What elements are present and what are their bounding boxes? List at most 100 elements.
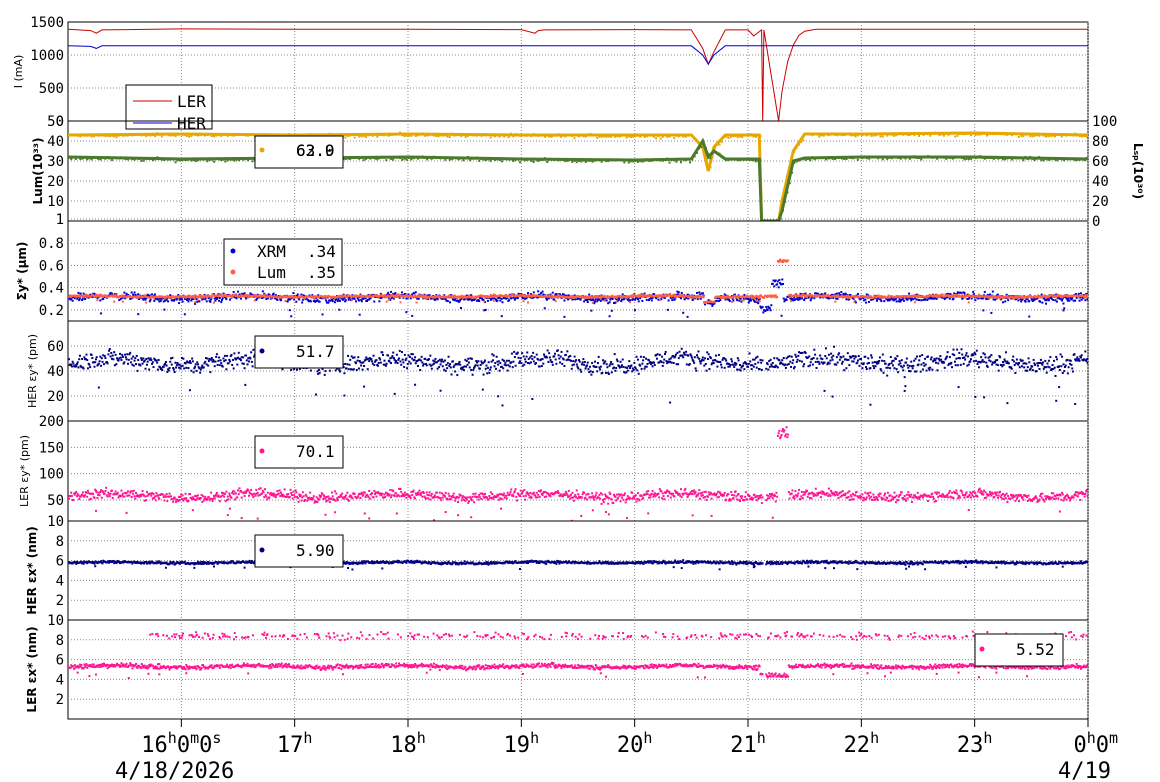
series-point <box>131 158 134 161</box>
series-point <box>496 158 499 161</box>
series-point <box>599 295 602 298</box>
series-point <box>824 355 827 358</box>
series-outlier <box>501 404 504 407</box>
series-point <box>958 156 961 159</box>
series-point <box>250 351 253 354</box>
series-point <box>494 362 497 365</box>
series-point <box>229 355 232 358</box>
series-point <box>70 363 73 366</box>
series-point <box>97 158 100 161</box>
series-point <box>761 359 764 362</box>
series-point <box>517 356 520 359</box>
series-point <box>1017 299 1020 302</box>
series-point <box>306 298 309 301</box>
series-point <box>821 358 824 361</box>
series-point <box>165 298 168 301</box>
series-point <box>693 296 696 299</box>
series-point <box>740 300 743 303</box>
series-point <box>77 156 80 159</box>
series-point <box>292 292 295 295</box>
series-point <box>949 293 952 296</box>
series-point <box>355 156 358 159</box>
series-point <box>406 367 409 370</box>
series-point <box>1058 297 1061 300</box>
series-point <box>494 158 497 161</box>
series-point <box>634 367 637 370</box>
series-outlier <box>608 315 611 318</box>
series-point <box>945 157 948 160</box>
series-point <box>722 357 725 360</box>
series-point <box>865 368 868 371</box>
series-point <box>699 297 702 300</box>
series-point <box>453 364 456 367</box>
series-point <box>715 360 718 363</box>
series-point <box>342 295 345 298</box>
series-point <box>843 293 846 296</box>
series-point <box>408 156 410 159</box>
series-point <box>120 156 123 159</box>
series-point <box>421 155 424 158</box>
series-point <box>920 158 923 161</box>
series-point <box>396 295 399 298</box>
series-point <box>828 362 831 365</box>
series-point <box>192 371 195 374</box>
series-point <box>314 300 317 303</box>
series-point <box>599 368 602 371</box>
series-point <box>356 296 359 299</box>
series-point <box>902 294 905 297</box>
series-point <box>650 133 653 136</box>
series-point <box>584 367 587 370</box>
series-point <box>201 364 204 367</box>
series-point <box>811 363 814 366</box>
series-point <box>209 300 212 303</box>
series-point <box>571 364 574 367</box>
series-point <box>711 155 714 158</box>
series-point <box>816 157 818 160</box>
series-point <box>809 133 812 136</box>
series-point <box>482 298 485 301</box>
series-point <box>924 132 927 135</box>
series-point <box>729 363 732 366</box>
series-point <box>831 358 834 361</box>
series-point <box>778 359 781 362</box>
series-point <box>414 356 417 359</box>
series-outlier <box>543 307 546 310</box>
series-point <box>677 363 680 366</box>
series-point <box>437 135 440 138</box>
series-point <box>609 135 612 138</box>
series-point <box>1066 299 1069 302</box>
series-point <box>735 362 738 365</box>
series-point <box>379 296 382 299</box>
series-outlier <box>253 299 256 302</box>
series-point <box>388 293 391 296</box>
series-point <box>680 161 682 164</box>
series-point <box>437 156 440 159</box>
series-point <box>129 156 132 159</box>
series-point <box>462 159 465 162</box>
series-point <box>86 158 89 161</box>
series-point <box>634 298 637 301</box>
series-point <box>154 135 157 138</box>
legend-marker <box>230 269 236 275</box>
series-point <box>1085 296 1088 299</box>
series-point <box>597 355 600 358</box>
series-point <box>432 155 435 158</box>
series-point <box>795 355 798 358</box>
series-point <box>614 135 617 138</box>
series-point <box>520 362 523 365</box>
series-point <box>510 297 513 300</box>
series-point <box>671 355 674 358</box>
series-point <box>820 156 823 159</box>
series-point <box>454 298 457 301</box>
series-point <box>493 365 496 368</box>
series-point <box>612 159 614 162</box>
series-point <box>378 157 381 160</box>
series-point <box>865 293 868 296</box>
series-point <box>741 136 744 139</box>
series-point <box>121 294 124 297</box>
series-point <box>537 134 540 137</box>
series-point <box>846 352 849 355</box>
series-point <box>153 299 156 302</box>
series-point <box>295 300 298 303</box>
series-point <box>1051 134 1054 137</box>
